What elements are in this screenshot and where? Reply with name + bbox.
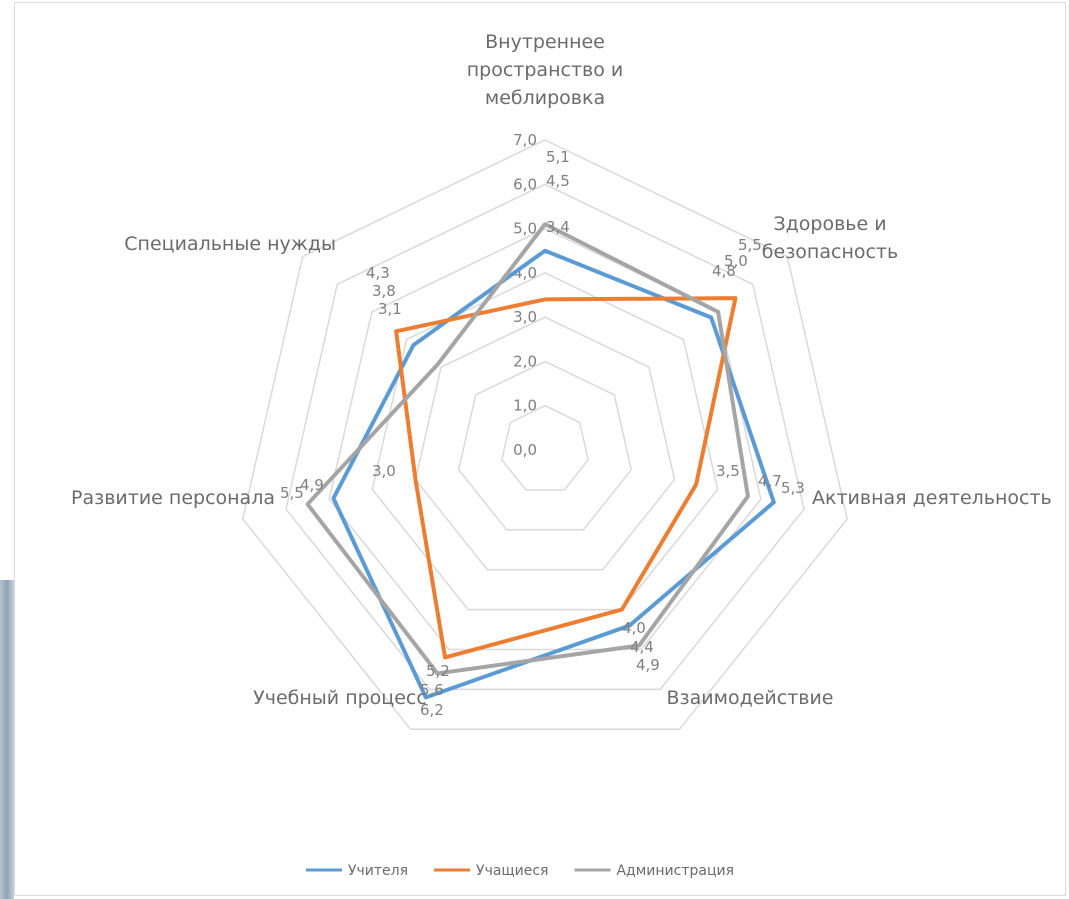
legend-label-3: Администрация [616, 863, 734, 879]
data-label: 3,8 [372, 282, 396, 300]
data-label: 5,0 [724, 252, 748, 270]
series-line-2 [394, 296, 738, 660]
data-label: 5,2 [426, 662, 450, 680]
axis-label: Взаимодействие [666, 687, 833, 709]
series-line-3 [305, 222, 750, 676]
legend: Учителя Учащиеся Администрация [306, 863, 734, 879]
data-label: 4,4 [630, 638, 654, 656]
data-label: 6,2 [420, 701, 444, 719]
tick-label: 6,0 [513, 175, 537, 193]
data-label: 5,5 [738, 236, 762, 254]
tick-label: 0,0 [513, 441, 537, 459]
grid-ring-6 [285, 183, 805, 691]
tick-label: 5,0 [513, 220, 537, 238]
radial-tick-labels: 0,01,02,03,04,05,06,07,0 [513, 131, 537, 459]
data-label: 4,5 [546, 172, 570, 190]
series-polygons [305, 222, 776, 700]
grid-ring-2 [457, 360, 633, 531]
axis-label: Специальные нужды [124, 233, 336, 255]
background-photo-strip [0, 580, 14, 899]
grid-ring-3 [414, 316, 676, 571]
tick-label: 2,0 [513, 352, 537, 370]
axis-label: Учебный процесс [253, 687, 427, 709]
data-label: 4,9 [300, 476, 324, 494]
tick-label: 3,0 [513, 308, 537, 326]
axis-label: Здоровье и безопасность [762, 213, 898, 263]
data-label: 4,7 [758, 472, 782, 490]
data-label: 4,8 [712, 262, 736, 280]
grid-ring-1 [501, 404, 589, 491]
axis-label: Развитие персонала [71, 487, 275, 509]
data-label: 5,6 [420, 681, 444, 699]
tick-label: 1,0 [513, 397, 537, 415]
data-labels: 5,14,53,45,55,04,83,54,7 5,34,04,44,95,25… [280, 148, 805, 719]
data-label: 5,3 [781, 479, 805, 497]
data-label: 4,3 [366, 264, 390, 282]
data-label: 4,0 [622, 619, 646, 637]
data-label: 5,1 [546, 148, 570, 166]
chart-frame [14, 2, 1066, 896]
data-label: 4,9 [636, 656, 660, 674]
data-label: 5,5 [280, 484, 304, 502]
legend-label-2: Учащиеся [476, 863, 548, 879]
data-label: 3,5 [716, 462, 740, 480]
data-label: 3,4 [546, 218, 570, 236]
legend-label-1: Учителя [348, 863, 408, 879]
grid-ring-7 [241, 139, 849, 731]
radar-grid [241, 139, 849, 731]
axis-label: Внутреннее пространство и меблировка [467, 31, 623, 109]
axis-label: Активная деятельность [812, 487, 1052, 509]
tick-label: 7,0 [513, 131, 537, 149]
data-label: 3,0 [372, 462, 396, 480]
axis-labels: Внутреннее пространство и меблировка Здоров… [71, 31, 1052, 709]
data-label: 3,1 [378, 300, 402, 318]
